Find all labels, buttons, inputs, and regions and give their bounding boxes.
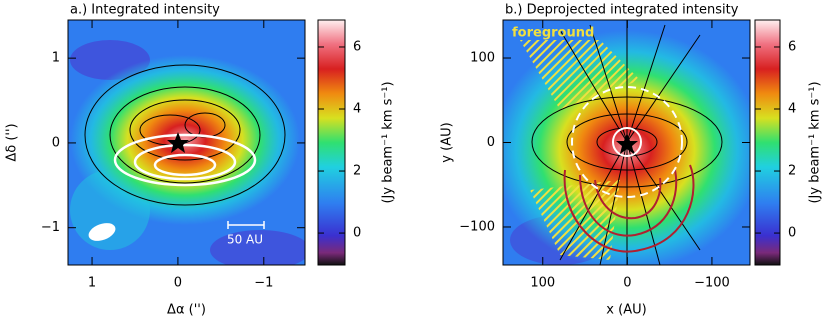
colorbar-label: (Jy beam⁻¹ km s⁻¹)	[808, 81, 823, 203]
y-axis-label: y (AU)	[440, 122, 455, 162]
y-tick-label: −100	[459, 219, 495, 234]
y-tick-label: 0	[487, 135, 495, 150]
scale-bar-label: 50 AU	[227, 233, 263, 247]
colorbar-label: (Jy beam⁻¹ km s⁻¹)	[381, 81, 396, 203]
colorbar-tick-label: 4	[353, 102, 361, 117]
x-tick-label: −1	[254, 276, 273, 291]
y-axis-label: Δδ ('')	[5, 123, 20, 161]
x-axis-label: x (AU)	[606, 303, 646, 318]
panel-title: a.) Integrated intensity	[70, 3, 220, 18]
y-tick-label: 1	[52, 51, 60, 66]
panel-title: b.) Deprojected integrated intensity	[505, 3, 739, 18]
y-tick-label: −1	[41, 220, 60, 235]
x-tick-label: −100	[694, 276, 730, 291]
colorbar-tick-label: 2	[353, 164, 361, 179]
colorbar-tick-label: 0	[353, 226, 361, 241]
colorbar-tick-label: 6	[353, 39, 361, 54]
intensity-map	[68, 20, 305, 265]
x-axis-label: Δα ('')	[167, 303, 206, 318]
colorbar-tick-label: 4	[788, 102, 796, 117]
x-tick-label: 0	[623, 276, 631, 291]
colorbar-tick-label: 6	[788, 39, 796, 54]
colorbar-tick-label: 2	[788, 164, 796, 179]
intensity-map	[503, 20, 750, 265]
x-tick-label: 100	[530, 276, 555, 291]
colorbar	[317, 19, 346, 266]
colorbar	[754, 19, 781, 266]
y-tick-label: 100	[470, 51, 495, 66]
y-tick-label: 0	[52, 135, 60, 150]
x-tick-label: 1	[88, 276, 96, 291]
colorbar-tick-label: 0	[788, 226, 796, 241]
annotation: foreground	[512, 26, 594, 41]
x-tick-label: 0	[174, 276, 182, 291]
